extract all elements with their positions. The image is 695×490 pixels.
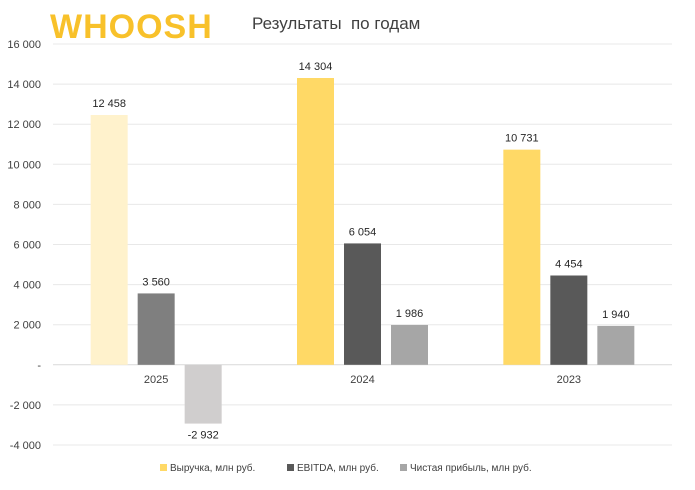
bar — [391, 324, 428, 365]
legend-label: Чистая прибыль, млн руб. — [410, 462, 532, 474]
y-tick-label: 4 000 — [13, 280, 41, 292]
bar — [297, 78, 334, 365]
y-tick-label: 14 000 — [7, 79, 41, 91]
bar — [550, 275, 588, 365]
legend-label: EBITDA, млн руб. — [297, 462, 379, 474]
bar — [184, 364, 222, 424]
y-tick-label: 16 000 — [7, 39, 41, 51]
bar — [137, 293, 175, 365]
legend-swatch — [287, 464, 294, 471]
y-tick-label: - — [37, 360, 41, 372]
y-tick-label: 6 000 — [13, 240, 41, 252]
data-label: 6 054 — [349, 226, 377, 238]
bars: 12 458 3 560 -2 932 14 304 6 054 1 986 10 731 4… — [90, 61, 635, 442]
data-label: 1 940 — [602, 309, 630, 321]
x-axis-ticks: 2025 2024 2023 — [144, 374, 581, 386]
legend-swatch — [160, 464, 167, 471]
y-tick-label: -4 000 — [10, 440, 41, 452]
bar — [503, 149, 541, 365]
data-label: 4 454 — [555, 258, 583, 270]
y-axis-ticks: 16 000 14 000 12 000 10 000 8 000 6 000 4 000 2… — [7, 39, 41, 452]
bar — [344, 243, 381, 365]
whoosh-logo: WHOOSH — [50, 8, 213, 46]
data-label: 14 304 — [299, 61, 333, 73]
data-label: 12 458 — [92, 98, 126, 110]
bar — [90, 115, 128, 365]
y-tick-label: 12 000 — [7, 119, 41, 131]
data-label: 3 560 — [142, 276, 170, 288]
x-tick-label: 2024 — [350, 374, 374, 386]
data-label: 1 986 — [396, 308, 424, 320]
chart-title: Результаты по годам — [252, 14, 421, 33]
legend: Выручка, млн руб. EBITDA, млн руб. Чистая … — [160, 462, 532, 474]
x-tick-label: 2023 — [557, 374, 581, 386]
y-tick-label: 10 000 — [7, 159, 41, 171]
data-label: -2 932 — [188, 430, 219, 442]
y-tick-label: -2 000 — [10, 400, 41, 412]
bar — [597, 325, 635, 365]
y-tick-label: 8 000 — [13, 199, 41, 211]
legend-swatch — [400, 464, 407, 471]
x-tick-label: 2025 — [144, 374, 168, 386]
y-tick-label: 2 000 — [13, 320, 41, 332]
data-label: 10 731 — [505, 133, 539, 145]
legend-label: Выручка, млн руб. — [170, 462, 255, 474]
